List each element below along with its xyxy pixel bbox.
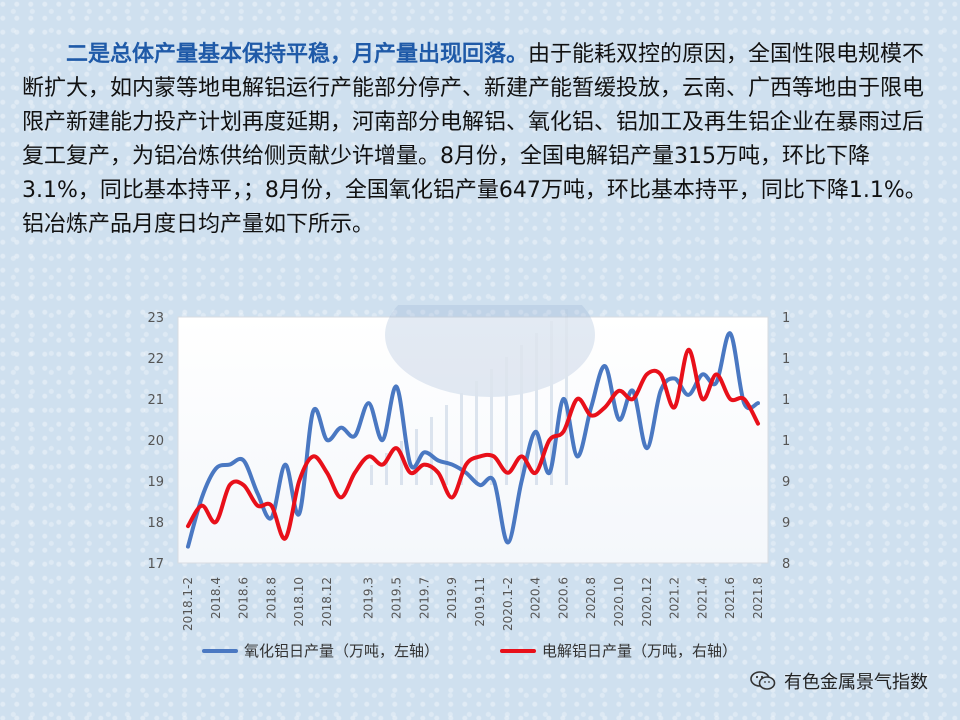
right-tick-label: 9.5 [782, 475, 790, 490]
x-tick-label: 2018.1-2 [181, 577, 195, 631]
watermark-bar [370, 465, 373, 485]
watermark-bar [565, 309, 568, 485]
x-tick-label: 2019.3 [362, 577, 376, 619]
right-tick-label: 9 [782, 516, 790, 531]
watermark-bar [430, 417, 433, 485]
legend-item-alumina: 氧化铝日产量（万吨，左轴） [202, 640, 439, 661]
x-tick-label: 2018.10 [292, 577, 306, 627]
x-tick-label: 2018.6 [237, 577, 251, 619]
watermark-bar [550, 321, 553, 485]
right-tick-label: 11 [782, 352, 790, 367]
chart-svg: 17 18 19 20 21 22 23 8.5 9 9.5 10 10.5 11 11.5 2018.… [147, 273, 811, 631]
watermark-bar [475, 381, 478, 485]
x-tick-label: 2019.9 [445, 577, 459, 619]
series-electrolytic-line [186, 347, 760, 541]
legend-item-electrolytic: 电解铝日产量（万吨，右轴） [500, 640, 737, 661]
watermark-bar [445, 405, 448, 485]
x-tick-label: 2019.11 [473, 577, 487, 627]
legend-swatch-alumina [202, 648, 238, 653]
watermark-bar [415, 429, 418, 485]
watermark-bar [385, 453, 388, 485]
right-tick-label: 10 [782, 434, 790, 449]
right-tick-label: 11.5 [782, 311, 790, 326]
chart-legend: 氧化铝日产量（万吨，左轴） 电解铝日产量（万吨，右轴） [0, 640, 960, 670]
watermark-bar [520, 345, 523, 485]
x-tick-label: 2021.4 [695, 577, 709, 619]
description-paragraph: 二是总体产量基本保持平稳，月产量出现回落。由于能耗双控的原因，全国性限电规模不断… [22, 38, 942, 242]
left-tick-label: 18 [147, 516, 164, 531]
paragraph-body: 由于能耗双控的原因，全国性限电规模不断扩大，如内蒙等地电解铝运行产能部分停产、新… [22, 42, 927, 237]
source-footer: 有色金属景气指数 [750, 668, 928, 694]
x-tick-label: 2019.5 [390, 577, 404, 619]
paragraph-heading: 二是总体产量基本保持平稳，月产量出现回落。 [66, 42, 529, 67]
x-tick-label: 2021.2 [668, 577, 682, 619]
right-tick-label: 8.5 [782, 557, 790, 572]
watermark-bar [490, 369, 493, 485]
watermark-bar [505, 357, 508, 485]
x-tick-label: 2020.10 [612, 577, 626, 627]
left-tick-label: 22 [147, 352, 164, 367]
x-tick-label: 2021.6 [723, 577, 737, 619]
x-tick-label: 2020.12 [640, 577, 654, 627]
x-tick-label: 2020.8 [584, 577, 598, 619]
series-alumina-line [186, 331, 760, 549]
left-tick-label: 20 [147, 434, 164, 449]
x-tick-label: 2018.12 [320, 577, 334, 627]
footer-source-text: 有色金属景气指数 [784, 672, 928, 693]
left-tick-label: 21 [147, 393, 164, 408]
left-tick-label: 17 [147, 557, 164, 572]
right-tick-label: 10.5 [782, 393, 790, 408]
left-tick-label: 19 [147, 475, 164, 490]
x-tick-label: 2020.1-2 [501, 577, 515, 631]
left-tick-label: 23 [147, 311, 164, 326]
watermark-bar [400, 441, 403, 485]
production-chart: 17 18 19 20 21 22 23 8.5 9 9.5 10 10.5 11 11.5 2018.… [130, 273, 811, 649]
legend-swatch-electrolytic [500, 648, 536, 653]
watermark-bar [535, 333, 538, 485]
watermark-bar [460, 393, 463, 485]
wechat-icon [750, 671, 776, 690]
x-tick-label: 2019.7 [417, 577, 431, 619]
x-tick-label: 2018.4 [209, 577, 223, 619]
legend-label-electrolytic: 电解铝日产量（万吨，右轴） [542, 642, 738, 660]
x-tick-label: 2020.6 [556, 577, 570, 619]
x-tick-label: 2020.4 [529, 577, 543, 619]
x-tick-label: 2021.8 [751, 577, 765, 619]
x-tick-label: 2018.8 [264, 577, 278, 619]
legend-label-alumina: 氧化铝日产量（万吨，左轴） [244, 642, 440, 660]
